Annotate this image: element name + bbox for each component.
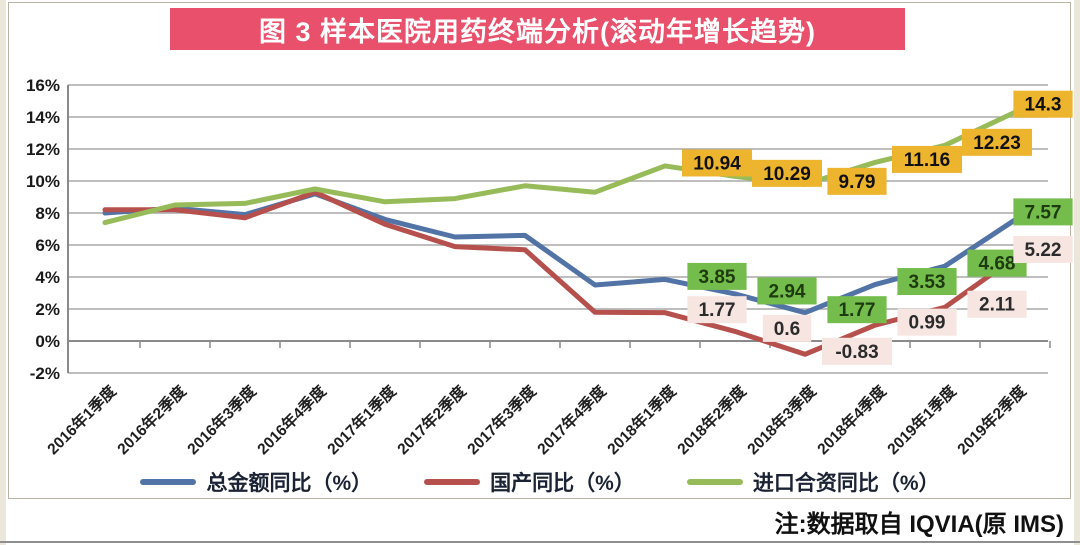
x-category-label: 2018年1季度 — [603, 381, 680, 458]
data-label-box-series-2 — [752, 159, 822, 187]
data-label-box-series-2 — [892, 145, 962, 173]
x-category-label: 2018年3季度 — [743, 381, 820, 458]
data-label-series-2: 12.23 — [973, 133, 1021, 154]
data-label-box-series-1 — [687, 296, 747, 324]
data-label-series-0: 2.94 — [769, 281, 806, 302]
x-category-label: 2017年1季度 — [323, 381, 400, 458]
data-label-box-series-0 — [897, 268, 957, 296]
data-label-series-2: 10.94 — [693, 153, 741, 174]
data-label-box-series-1 — [967, 290, 1027, 318]
data-label-box-series-2 — [827, 167, 887, 195]
y-tick-label: 2% — [35, 300, 60, 319]
data-label-series-0: 3.53 — [909, 272, 946, 293]
y-tick-label: 0% — [35, 332, 60, 351]
x-category-label: 2016年4季度 — [253, 381, 330, 458]
x-category-label: 2016年2季度 — [113, 381, 190, 458]
legend-line-swatch — [424, 479, 481, 485]
x-category-label: 2018年2季度 — [673, 381, 750, 458]
figure-title-banner: 图 3 样本医院用药终端分析(滚动年增长趋势) — [170, 8, 905, 50]
data-label-box-series-1 — [822, 337, 892, 365]
source-footnote: 注:数据取自 IQVIA(原 IMS) — [774, 511, 1064, 538]
data-label-series-1: 0.6 — [774, 319, 800, 340]
figure-title: 图 3 样本医院用药终端分析(滚动年增长趋势) — [258, 16, 816, 47]
x-category-label: 2017年2季度 — [393, 381, 470, 458]
data-label-series-0: 3.85 — [699, 267, 736, 288]
data-label-series-1: 0.99 — [909, 313, 946, 334]
legend-item-0: 总金额同比（%） — [140, 467, 372, 497]
chart-legend: 总金额同比（%） 国产同比（%） 进口合资同比（%） — [0, 464, 1080, 500]
x-category-label: 2019年1季度 — [883, 381, 960, 458]
data-label-box-series-1 — [897, 308, 957, 336]
page-edge-right — [1074, 0, 1080, 545]
x-category-label: 2019年2季度 — [953, 381, 1030, 458]
y-tick-label: 4% — [35, 268, 60, 287]
legend-item-2: 进口合资同比（%） — [686, 467, 940, 497]
y-tick-label: 12% — [26, 140, 60, 159]
data-label-series-1: 5.22 — [1025, 240, 1062, 261]
data-label-series-2: 10.29 — [763, 164, 811, 185]
x-category-label: 2016年1季度 — [43, 381, 120, 458]
data-label-series-0: 1.77 — [839, 300, 876, 321]
data-label-box-series-2 — [682, 149, 752, 177]
series-line-1 — [102, 189, 1018, 357]
data-label-series-0: 4.68 — [979, 254, 1016, 275]
data-label-series-2: 14.3 — [1025, 95, 1062, 116]
data-label-box-series-0 — [687, 262, 747, 290]
data-label-box-series-0 — [827, 296, 887, 324]
data-label-series-0: 7.57 — [1025, 202, 1062, 223]
x-category-label: 2016年3季度 — [183, 381, 260, 458]
article-divider — [0, 541, 1080, 543]
data-label-box-series-0 — [1013, 198, 1073, 226]
x-category-label: 2017年3季度 — [463, 381, 540, 458]
data-label-box-series-2 — [1013, 90, 1073, 118]
data-label-series-1: -0.83 — [835, 342, 878, 363]
y-tick-label: 8% — [35, 204, 60, 223]
data-label-series-2: 9.79 — [839, 172, 876, 193]
x-category-label: 2018年4季度 — [813, 381, 890, 458]
legend-label: 总金额同比（%） — [206, 472, 373, 495]
legend-label: 国产同比（%） — [490, 472, 635, 495]
data-label-box-series-1 — [1013, 235, 1073, 263]
data-label-series-2: 11.16 — [904, 150, 951, 171]
y-tick-label: 10% — [26, 172, 60, 191]
data-label-box-series-0 — [757, 277, 817, 305]
data-label-series-1: 1.77 — [699, 300, 736, 321]
page-edge-left — [0, 0, 6, 545]
legend-label: 进口合资同比（%） — [752, 472, 940, 495]
data-label-box-series-2 — [962, 128, 1032, 156]
data-label-series-1: 2.11 — [979, 295, 1015, 316]
y-tick-label: -2% — [30, 364, 60, 383]
y-tick-label: 16% — [26, 76, 60, 95]
data-label-box-series-1 — [762, 314, 812, 342]
legend-line-swatch — [140, 479, 197, 485]
legend-item-1: 国产同比（%） — [424, 467, 635, 497]
legend-line-swatch — [686, 479, 743, 485]
y-tick-label: 14% — [26, 108, 60, 127]
y-tick-label: 6% — [35, 236, 60, 255]
x-category-label: 2017年4季度 — [533, 381, 610, 458]
series-line-2 — [102, 109, 1018, 226]
series-line-0 — [102, 191, 1018, 316]
